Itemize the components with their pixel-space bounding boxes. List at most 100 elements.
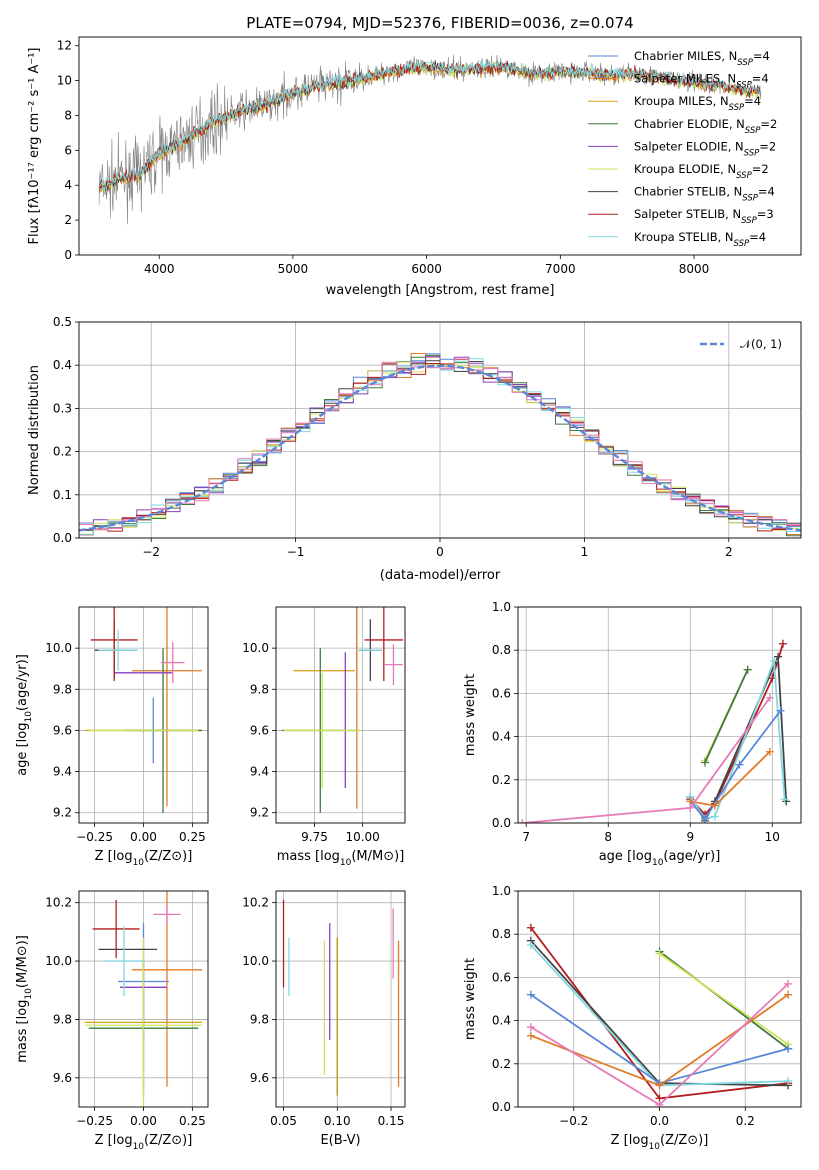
y-tick-label: 10 [57,74,72,88]
histogram-step [79,358,801,536]
plot-area [526,923,793,1107]
y-tick-label: 9.6 [250,723,269,737]
y-axis-label: mass weight [463,674,478,756]
y-tick-label: 4 [64,178,72,192]
x-tick-label: 0.00 [130,1114,157,1128]
weight-marker [655,949,664,958]
axes-spectrum: 4000 5000 6000 7000 8000 0 2 4 6 8 10 12 [57,36,802,276]
x-axis-label: (data-model)/error [380,568,501,583]
weight-marker [765,747,774,756]
x-tick-label: 0.25 [179,1114,206,1128]
weight-line [658,952,789,1046]
y-tick-label: 9.2 [53,806,72,820]
y-tick-label: 0.5 [53,315,72,329]
axes-residuals: −2 −1 0 1 2 0.0 0.1 0.2 0.3 0.4 0.5 [53,315,802,559]
legend-entry: Salpeter ELODIE, NSSP=2 [634,139,776,158]
weight-marker [765,693,774,702]
x-tick-label: 6000 [411,262,442,276]
y-tick-label: 0.0 [492,816,511,830]
weight-marker [701,814,710,823]
x-tick-label: 8 [604,830,612,844]
y-tick-label: 0.2 [492,1057,511,1071]
y-tick-label: 10.2 [242,896,269,910]
legend-entry: Chabrier ELODIE, NSSP=2 [634,117,777,136]
gaussian-curve [79,364,801,532]
x-tick-label: 0.25 [179,830,206,844]
y-tick-label: 9.2 [250,806,269,820]
x-axis-label: Z [log10(Z/Z⊙)] [95,849,193,868]
weight-marker [784,990,793,999]
legend-entry: Chabrier STELIB, NSSP=4 [634,185,775,204]
x-tick-label: 0.0 [650,1114,669,1128]
y-tick-label: 0.4 [492,1014,511,1028]
plot-area [281,607,404,813]
weight-marker [710,801,719,810]
weight-marker [784,979,793,988]
x-axis-label: age [log10(age/yr)] [599,849,721,868]
y-tick-label: 2 [64,213,72,227]
y-tick-label: 10.2 [45,896,72,910]
y-tick-label: 9.8 [53,682,72,696]
weight-marker [776,706,785,715]
weight-line [689,660,786,820]
x-tick-label: 1 [581,545,589,559]
legend-entry: Salpeter STELIB, NSSP=3 [634,207,774,226]
y-tick-label: 0 [64,248,72,262]
weight-marker [743,665,752,674]
x-tick-label: 4000 [144,262,175,276]
y-tick-label: 0.2 [53,445,72,459]
y-tick-label: 0.8 [492,927,511,941]
y-tick-label: 0.6 [492,970,511,984]
y-tick-label: 0.4 [492,730,511,744]
plot-area [84,891,203,1107]
weight-marker [778,639,787,648]
axes-frame [517,606,802,824]
weight-marker [655,1100,664,1107]
y-tick-label: 9.4 [250,765,269,779]
x-axis-label: E(B-V) [320,1133,360,1148]
y-tick-label: 9.6 [53,1071,72,1085]
x-tick-label: −0.25 [76,830,113,844]
axes-mass_vs_Z: −0.25 0.00 0.25 9.6 9.8 10.0 10.2 [45,890,209,1128]
weight-line [704,669,749,763]
legend-entry: Kroupa STELIB, NSSP=4 [634,230,766,249]
x-tick-label: −2 [142,545,160,559]
y-axis-label: age [log10(age/yr)] [15,654,34,776]
plot-area [84,607,203,813]
weight-marker [526,1031,535,1040]
x-tick-label: −1 [287,545,305,559]
weight-marker [655,1081,664,1090]
x-tick-label: 0.00 [130,830,157,844]
x-tick-label: −0.25 [76,1114,113,1128]
x-tick-label: 0.2 [736,1114,755,1128]
weight-marker [526,990,535,999]
x-tick-label: 0.15 [378,1114,405,1128]
y-tick-label: 0.0 [53,531,72,545]
x-tick-label: −0.2 [559,1114,588,1128]
chart-title: PLATE=0794, MJD=52376, FIBERID=0036, z=0… [246,14,633,32]
plot-area [98,54,762,225]
y-tick-label: 9.8 [250,1012,269,1026]
y-tick-label: 9.8 [250,682,269,696]
histogram-step [79,358,801,530]
axes-age_vs_Z: −0.25 0.00 0.25 9.2 9.4 9.6 9.8 10.0 [45,606,209,844]
y-tick-label: 12 [57,39,72,53]
y-tick-label: 10.0 [242,954,269,968]
legend-entry: Kroupa MILES, NSSP=4 [634,94,761,113]
y-tick-label: 9.6 [250,1071,269,1085]
legend-entry: Kroupa ELODIE, NSSP=2 [634,162,769,181]
y-axis-label: Flux [fλ10⁻¹⁷ erg cm⁻² s⁻¹ A⁻¹] [27,48,42,245]
axes-weight_vs_age: 7 8 9 10 0.0 0.2 0.4 0.6 0.8 1.0 [492,600,802,844]
x-tick-label: 5000 [278,262,309,276]
y-tick-label: 9.4 [53,765,72,779]
axes-frame [78,36,802,256]
legend-entry: Salpeter MILES, NSSP=4 [634,72,769,91]
spectrum-legend: Chabrier MILES, NSSP=4 Salpeter MILES, NS… [588,49,777,249]
axes-age_vs_mass: 9.75 10.00 9.2 9.4 9.6 9.8 10.0 [242,606,406,844]
y-tick-label: 1.0 [492,600,511,614]
weight-marker [526,923,535,932]
weight-line [689,710,782,821]
y-tick-label: 8 [64,108,72,122]
axes-frame [275,606,406,824]
